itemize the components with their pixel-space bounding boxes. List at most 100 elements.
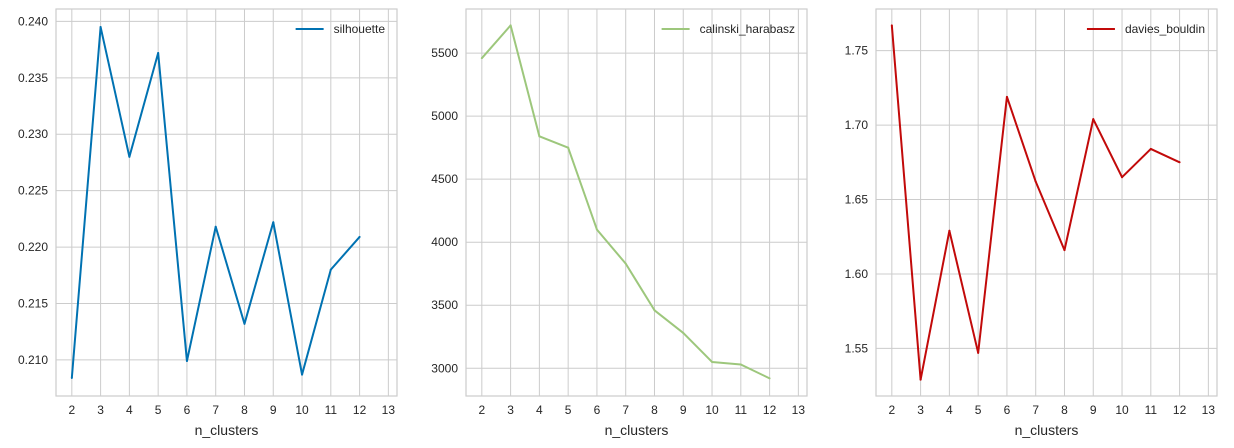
x-tick-label: 4 <box>536 403 543 417</box>
x-tick-label: 8 <box>241 403 248 417</box>
data-point <box>948 229 951 232</box>
y-tick-label: 0.220 <box>18 240 48 254</box>
plot-frame <box>465 8 808 397</box>
x-tick-label: 8 <box>651 403 658 417</box>
legend-label: calinski_harabasz <box>700 22 795 36</box>
y-tick-label: 0.210 <box>18 353 48 367</box>
x-tick-label: 9 <box>680 403 687 417</box>
y-tick-label: 0.225 <box>18 184 48 198</box>
x-tick-label: 6 <box>184 403 191 417</box>
x-tick-label: 7 <box>622 403 629 417</box>
x-tick-label: 13 <box>382 403 396 417</box>
x-tick-label: 6 <box>594 403 601 417</box>
y-tick-label: 1.65 <box>845 193 869 207</box>
x-tick-label: 11 <box>1145 403 1158 417</box>
data-point <box>624 262 627 265</box>
x-tick-label: 9 <box>1090 403 1097 417</box>
data-point <box>329 268 332 271</box>
y-tick-label: 0.230 <box>18 127 48 141</box>
y-tick-label: 1.70 <box>845 118 869 132</box>
x-tick-label: 12 <box>353 403 367 417</box>
data-point <box>157 52 160 55</box>
data-point <box>243 322 246 325</box>
data-point <box>1005 95 1008 98</box>
x-tick-label: 7 <box>212 403 219 417</box>
x-tick-label: 5 <box>565 403 572 417</box>
chart-panel-2: 2 3 4 5 6 7 8 9 10 11 12 13 3000 3500 4000 4500 5000 5500… <box>431 8 808 438</box>
data-point <box>595 228 598 231</box>
y-tick-label: 1.55 <box>845 341 869 355</box>
x-tick-label: 3 <box>97 403 104 417</box>
data-point <box>509 24 512 27</box>
data-point <box>1121 176 1124 179</box>
y-tick-label: 3500 <box>431 298 458 312</box>
data-point <box>653 309 656 312</box>
legend-label: davies_bouldin <box>1125 22 1205 36</box>
y-tick-label: 3000 <box>431 361 458 375</box>
data-point <box>919 378 922 381</box>
x-tick-label: 3 <box>507 403 514 417</box>
data-point <box>70 376 73 379</box>
plot-area <box>876 9 1217 396</box>
x-tick-label: 6 <box>1004 403 1011 417</box>
x-axis-label: n_clusters <box>1015 422 1079 438</box>
x-tick-label: 5 <box>155 403 162 417</box>
data-point <box>185 360 188 363</box>
data-point <box>768 377 771 380</box>
x-tick-label: 11 <box>325 403 338 417</box>
y-tick-label: 4000 <box>431 235 458 249</box>
data-point <box>480 57 483 60</box>
plot-frame <box>55 8 398 397</box>
y-tick-label: 1.60 <box>845 267 869 281</box>
x-tick-label: 10 <box>705 403 719 417</box>
data-point <box>272 221 275 224</box>
y-tick-label: 0.235 <box>18 71 48 85</box>
x-tick-label: 13 <box>1202 403 1216 417</box>
y-tick-label: 4500 <box>431 172 458 186</box>
data-point <box>1178 161 1181 164</box>
legend-label: silhouette <box>334 22 386 36</box>
data-point <box>301 373 304 376</box>
data-point <box>977 351 980 354</box>
x-tick-label: 5 <box>975 403 982 417</box>
data-point <box>739 363 742 366</box>
x-tick-label: 2 <box>888 403 895 417</box>
data-point <box>1092 118 1095 121</box>
y-tick-label: 0.240 <box>18 14 48 28</box>
data-point <box>128 155 131 158</box>
x-tick-label: 4 <box>126 403 133 417</box>
data-point <box>711 360 714 363</box>
y-tick-label: 5500 <box>431 46 458 60</box>
x-tick-label: 8 <box>1061 403 1068 417</box>
data-point <box>358 235 361 238</box>
x-axis-label: n_clusters <box>195 422 259 438</box>
data-point <box>214 225 217 228</box>
data-point <box>538 135 541 138</box>
data-point <box>1063 249 1066 252</box>
chart-panel-1: 2 3 4 5 6 7 8 9 10 11 12 13 0.210 0.215 0.220 0.225 0.23… <box>18 8 398 438</box>
x-tick-label: 3 <box>917 403 924 417</box>
plot-frame <box>875 8 1218 397</box>
plot-area <box>56 9 397 396</box>
data-point <box>1034 180 1037 183</box>
y-tick-label: 0.215 <box>18 296 48 310</box>
x-tick-label: 13 <box>792 403 806 417</box>
y-tick-label: 1.75 <box>845 44 869 58</box>
x-tick-label: 7 <box>1032 403 1039 417</box>
x-tick-label: 11 <box>735 403 748 417</box>
x-tick-label: 9 <box>270 403 277 417</box>
y-tick-label: 5000 <box>431 109 458 123</box>
x-tick-label: 10 <box>295 403 309 417</box>
x-tick-label: 12 <box>763 403 777 417</box>
data-point <box>890 24 893 27</box>
x-axis-label: n_clusters <box>605 422 669 438</box>
x-tick-label: 12 <box>1173 403 1187 417</box>
data-point <box>682 331 685 334</box>
plot-area <box>466 9 807 396</box>
x-tick-label: 2 <box>478 403 485 417</box>
data-point <box>99 26 102 29</box>
data-point <box>567 146 570 149</box>
x-tick-label: 2 <box>68 403 75 417</box>
data-point <box>1149 147 1152 150</box>
